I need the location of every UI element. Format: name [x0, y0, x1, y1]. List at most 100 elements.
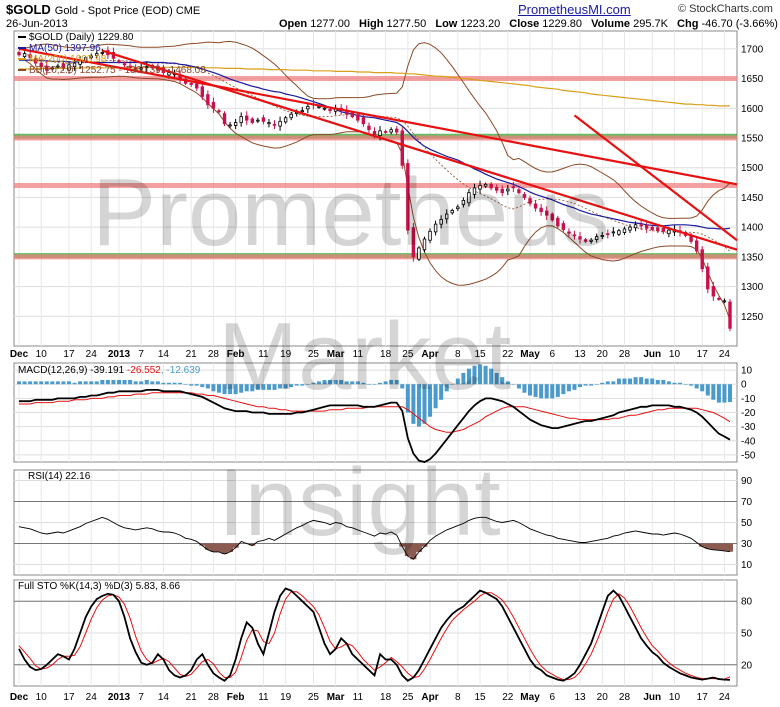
- trendline: [101, 49, 738, 251]
- macd-histogram-bar: [605, 381, 610, 385]
- candle-body: [567, 231, 571, 234]
- candle-body: [639, 224, 643, 227]
- macd-histogram-bar: [372, 384, 377, 385]
- x-tick-label: 19: [280, 692, 292, 703]
- candle-body: [644, 224, 649, 229]
- macd-histogram-bar: [294, 384, 299, 386]
- macd-histogram-bar: [389, 379, 394, 385]
- candle-body: [633, 224, 638, 229]
- candle-body: [328, 109, 332, 112]
- macd-histogram-bar: [239, 384, 244, 393]
- candle-body: [228, 124, 232, 127]
- macd-histogram-bar: [478, 364, 483, 385]
- x-tick-label: Mar: [327, 349, 345, 360]
- x-tick-label: 7: [138, 349, 144, 360]
- chart-title: $GOLD Gold - Spot Price (EOD) CME: [6, 2, 201, 17]
- candle-body: [561, 223, 566, 230]
- candle-body: [206, 94, 210, 106]
- macd-histogram-bar: [644, 378, 649, 385]
- macd-histogram-bar: [716, 384, 721, 403]
- x-tick-label: 25: [402, 349, 414, 360]
- x-tick-label: 15: [474, 692, 486, 703]
- macd-histogram-bar: [655, 379, 660, 385]
- x-tick-label: 24: [719, 349, 731, 360]
- candle-body: [472, 187, 477, 195]
- x-tick-label: 25: [308, 692, 320, 703]
- rsi-oversold-fill: [715, 543, 722, 551]
- candle-body: [544, 210, 549, 216]
- x-tick-label: 14: [158, 349, 170, 360]
- candle-body: [522, 194, 527, 198]
- macd-histogram-bar: [428, 384, 433, 417]
- y-tick-label: 70: [741, 497, 753, 508]
- candle-body: [378, 130, 382, 137]
- candle-body: [417, 247, 421, 260]
- macd-histogram-bar: [311, 382, 316, 385]
- x-tick-label: 17: [697, 692, 709, 703]
- candle-body: [61, 63, 66, 69]
- macd-histogram-bar: [711, 384, 716, 400]
- legend-entry-bb: BB(20,2.0) 1252.75 - 1360.39 - 1468.03: [29, 65, 206, 76]
- macd-histogram-bar: [272, 384, 277, 390]
- macd-histogram-bar: [411, 384, 416, 424]
- rsi-oversold-fill: [704, 543, 711, 549]
- x-tick-label: 17: [63, 692, 75, 703]
- candle-body: [572, 234, 577, 237]
- source-credit: © StockCharts.com: [678, 3, 773, 15]
- candle-body: [22, 53, 27, 57]
- trendline: [573, 114, 738, 242]
- macd-histogram-bar: [472, 365, 477, 385]
- candle-body: [95, 53, 99, 56]
- candle-body: [89, 55, 93, 59]
- candle-body: [17, 51, 21, 56]
- candle-body: [445, 213, 449, 220]
- candle-body: [539, 207, 543, 213]
- macd-histogram-bar: [55, 381, 60, 385]
- website-link[interactable]: PrometheusMI.com: [518, 2, 631, 17]
- macd-histogram-bar: [283, 384, 288, 389]
- candle-body: [722, 300, 727, 303]
- macd-histogram-bar: [594, 384, 599, 385]
- candle-body: [67, 64, 71, 71]
- macd-histogram-bar: [600, 382, 605, 385]
- y-tick-label: 1700: [741, 44, 764, 55]
- macd-histogram-bar: [78, 381, 83, 385]
- macd-histogram-bar: [250, 384, 255, 392]
- x-tick-label: 10: [669, 692, 681, 703]
- candle-body: [506, 188, 510, 192]
- candle-body: [300, 110, 304, 113]
- macd-histogram-bar: [61, 381, 66, 385]
- y-tick-label: 1300: [741, 282, 764, 293]
- y-tick-label: 80: [741, 597, 753, 608]
- candle-body: [272, 123, 277, 126]
- x-tick-label: 28: [208, 349, 220, 360]
- x-tick-label: 13: [574, 692, 586, 703]
- x-tick-label: 20: [597, 692, 609, 703]
- macd-histogram-bar: [361, 382, 366, 385]
- y-tick-label: -20: [741, 408, 756, 419]
- x-tick-label: 18: [380, 349, 392, 360]
- macd-histogram-bar: [539, 384, 544, 399]
- candle-body: [200, 86, 205, 97]
- x-tick-label: 6: [549, 349, 555, 360]
- ohlc-readout: Open 1277.00 High 1277.50 Low 1223.20 Cl…: [279, 18, 778, 30]
- x-tick-label: 15: [474, 349, 486, 360]
- chart-date: 26-Jun-2013: [6, 18, 68, 30]
- macd-histogram-bar: [533, 384, 538, 397]
- candle-body: [306, 106, 310, 110]
- macd-histogram-bar: [244, 384, 249, 392]
- macd-histogram-bar: [522, 384, 527, 393]
- macd-histogram-bar: [128, 379, 133, 385]
- x-tick-label: Feb: [227, 692, 245, 703]
- x-tick-label: Dec: [10, 692, 29, 703]
- rsi-oversold-fill: [404, 543, 411, 557]
- candle-body: [422, 238, 427, 251]
- macd-histogram-bar: [489, 368, 494, 385]
- macd-histogram-bar: [144, 379, 149, 385]
- macd-histogram-bar: [700, 384, 705, 392]
- x-tick-label: 8: [455, 349, 461, 360]
- macd-legend: MACD(12,26,9) -39.191 -26.552, -12.639: [18, 365, 201, 376]
- y-tick-label: 1650: [741, 74, 764, 85]
- macd-histogram-bar: [550, 384, 555, 399]
- candle-body: [50, 67, 55, 70]
